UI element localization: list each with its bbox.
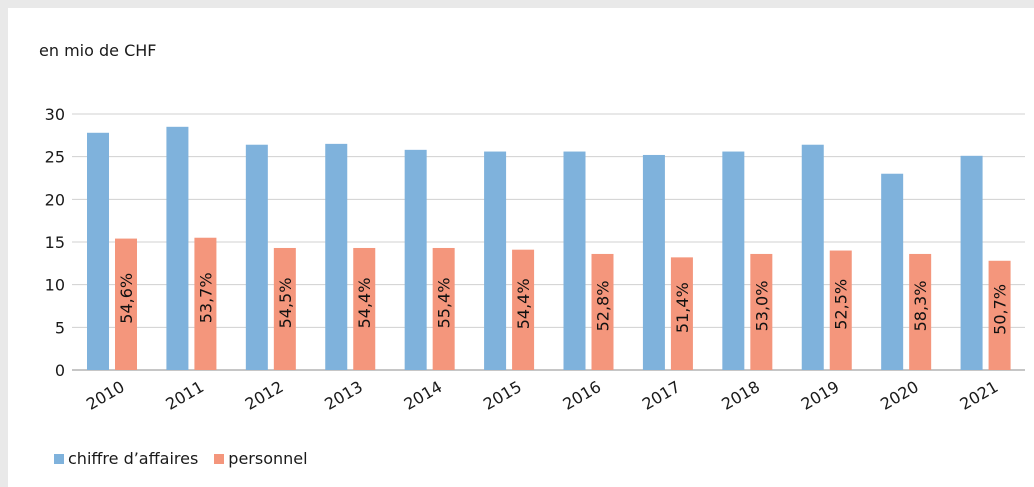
x-tick-label-2010: 2010 <box>83 377 128 414</box>
legend-swatch-revenue <box>54 453 64 464</box>
data-label-personnel-2012: 54,5% <box>276 278 295 329</box>
bar-chart: 0 5 10 15 20 25 30 54,6% 2010 53,7% 2011 54,5% 2012 5… <box>45 105 1025 414</box>
data-label-personnel-2013: 54,4% <box>355 278 374 329</box>
bar-revenue-2021 <box>960 155 983 370</box>
chart-card: en mio de CHF 0 5 10 15 20 25 30 54,6% 2010 53,7%… <box>8 8 1034 487</box>
y-tick-label: 10 <box>45 276 65 295</box>
x-tick-label-2019: 2019 <box>798 377 843 414</box>
data-label-personnel-2017: 51,4% <box>673 282 692 333</box>
bar-personnel-2018 <box>750 253 773 370</box>
x-tick-label-2017: 2017 <box>639 377 684 414</box>
legend-label-revenue: chiffre d’affaires <box>68 449 199 468</box>
bar-revenue-2013 <box>325 143 348 370</box>
y-tick-label: 30 <box>45 105 65 124</box>
data-label-personnel-2020: 58,3% <box>911 281 930 332</box>
bar-revenue-2017 <box>642 154 665 370</box>
x-tick-label-2016: 2016 <box>559 377 604 414</box>
bar-personnel-2012 <box>273 247 296 370</box>
unit-label: en mio de CHF <box>39 41 157 60</box>
bar-revenue-2014 <box>404 149 427 370</box>
x-tick-label-2011: 2011 <box>162 377 207 414</box>
bar-personnel-2011 <box>194 237 217 370</box>
legend-label-personnel: personnel <box>228 449 308 468</box>
legend-swatch-personnel <box>214 453 225 464</box>
data-label-personnel-2011: 53,7% <box>196 272 215 323</box>
bar-personnel-2021 <box>988 260 1011 370</box>
x-tick-label-2014: 2014 <box>401 377 446 414</box>
legend: chiffre d’affaires personnel <box>54 449 324 468</box>
y-tick-label: 0 <box>55 361 65 380</box>
y-tick-label: 15 <box>45 233 65 252</box>
y-tick-label: 25 <box>45 148 65 167</box>
bar-revenue-2010 <box>87 132 109 370</box>
bar-personnel-2015 <box>512 249 535 370</box>
bar-revenue-2011 <box>166 126 189 370</box>
bar-personnel-2020 <box>909 253 932 370</box>
bar-revenue-2018 <box>722 151 745 370</box>
bar-revenue-2015 <box>484 151 507 370</box>
x-tick-label-2021: 2021 <box>957 377 1002 414</box>
bar-personnel-2014 <box>432 247 455 370</box>
data-label-personnel-2021: 50,7% <box>991 284 1010 335</box>
data-label-personnel-2010: 54,6% <box>117 273 136 324</box>
bar-revenue-2019 <box>801 144 824 370</box>
data-label-personnel-2015: 54,4% <box>514 278 533 329</box>
legend-item-revenue: chiffre d’affaires <box>54 449 198 468</box>
bar-personnel-2016 <box>591 253 614 370</box>
x-tick-label-2013: 2013 <box>321 377 366 414</box>
bar-revenue-2012 <box>245 144 268 370</box>
x-tick-label-2012: 2012 <box>242 377 287 414</box>
data-label-personnel-2018: 53,0% <box>752 281 771 332</box>
data-label-personnel-2019: 52,5% <box>832 279 851 330</box>
data-label-personnel-2014: 55,4% <box>435 278 454 329</box>
x-tick-label-2015: 2015 <box>480 377 525 414</box>
y-tick-label: 20 <box>45 190 65 209</box>
y-tick-label: 5 <box>55 318 65 337</box>
bar-personnel-2010 <box>115 238 137 370</box>
bar-revenue-2020 <box>881 173 904 370</box>
legend-item-personnel: personnel <box>214 449 308 468</box>
data-label-personnel-2016: 52,8% <box>594 281 613 332</box>
x-tick-label-2018: 2018 <box>718 377 763 414</box>
bar-revenue-2016 <box>563 151 586 370</box>
x-tick-label-2020: 2020 <box>877 377 922 414</box>
bar-personnel-2017 <box>670 257 693 370</box>
bar-personnel-2019 <box>829 250 852 370</box>
bar-personnel-2013 <box>353 247 376 370</box>
